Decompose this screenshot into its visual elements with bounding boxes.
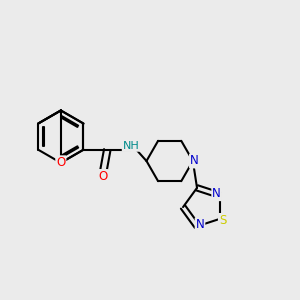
Text: N: N: [190, 154, 199, 167]
Text: NH: NH: [123, 141, 140, 151]
Text: N: N: [196, 218, 204, 231]
Text: S: S: [219, 214, 226, 227]
Text: N: N: [212, 187, 221, 200]
Text: O: O: [98, 170, 107, 183]
Text: O: O: [56, 156, 65, 169]
